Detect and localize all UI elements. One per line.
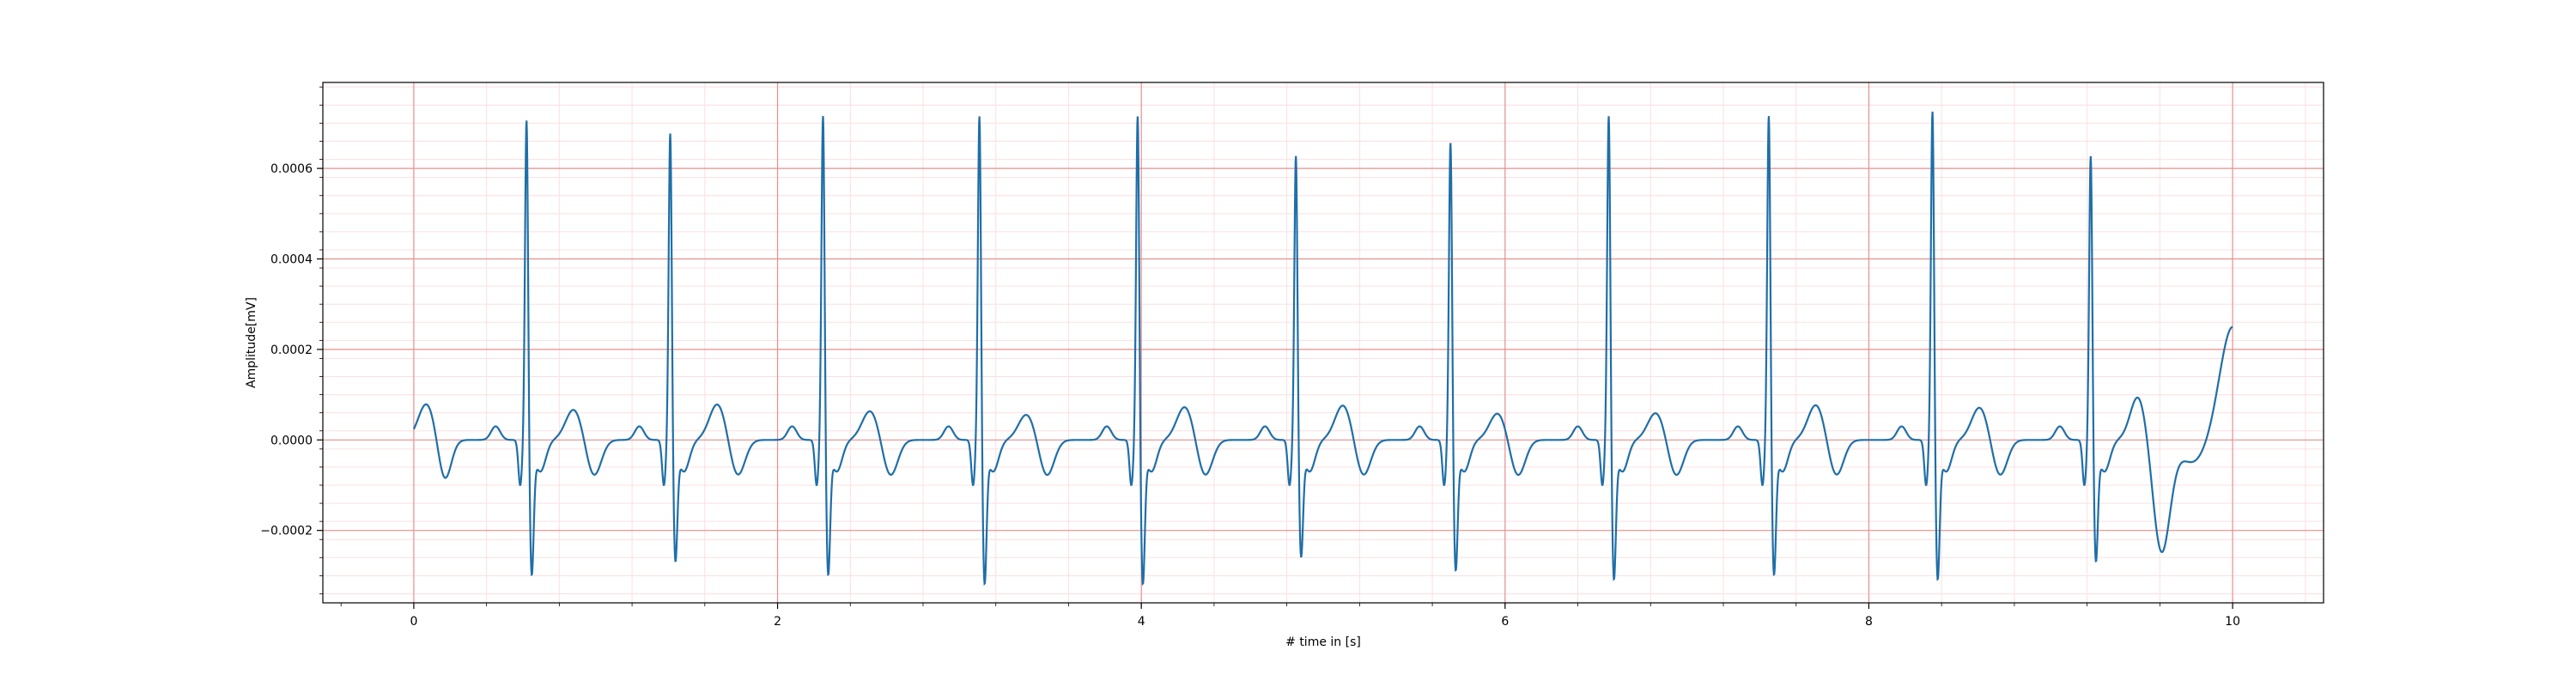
y-axis-label: Amplitude[mV] bbox=[245, 297, 258, 388]
x-tick-label: 8 bbox=[1865, 615, 1873, 629]
x-tick-label: 4 bbox=[1138, 615, 1145, 629]
x-tick-label: 2 bbox=[774, 615, 781, 629]
y-tick-label: 0.0006 bbox=[270, 162, 313, 176]
y-axis-ticks: −0.0002 0.0000 0.0002 0.0004 0.0006 bbox=[260, 86, 323, 594]
x-tick-label: 0 bbox=[410, 615, 417, 629]
minor-grid bbox=[323, 82, 2324, 603]
x-axis-label: # time in [s] bbox=[1285, 635, 1361, 649]
x-axis-ticks: 0 2 4 6 8 10 bbox=[340, 603, 2240, 629]
x-tick-label: 6 bbox=[1501, 615, 1509, 629]
y-tick-label: 0.0002 bbox=[270, 344, 313, 357]
x-tick-label: 10 bbox=[2225, 615, 2240, 629]
y-tick-label: 0.0004 bbox=[270, 253, 313, 267]
ecg-signal-line bbox=[412, 112, 2233, 587]
y-tick-label: 0.0000 bbox=[270, 434, 313, 447]
y-tick-label: −0.0002 bbox=[260, 525, 313, 538]
major-grid bbox=[323, 82, 2324, 603]
plot-frame bbox=[322, 82, 2324, 604]
